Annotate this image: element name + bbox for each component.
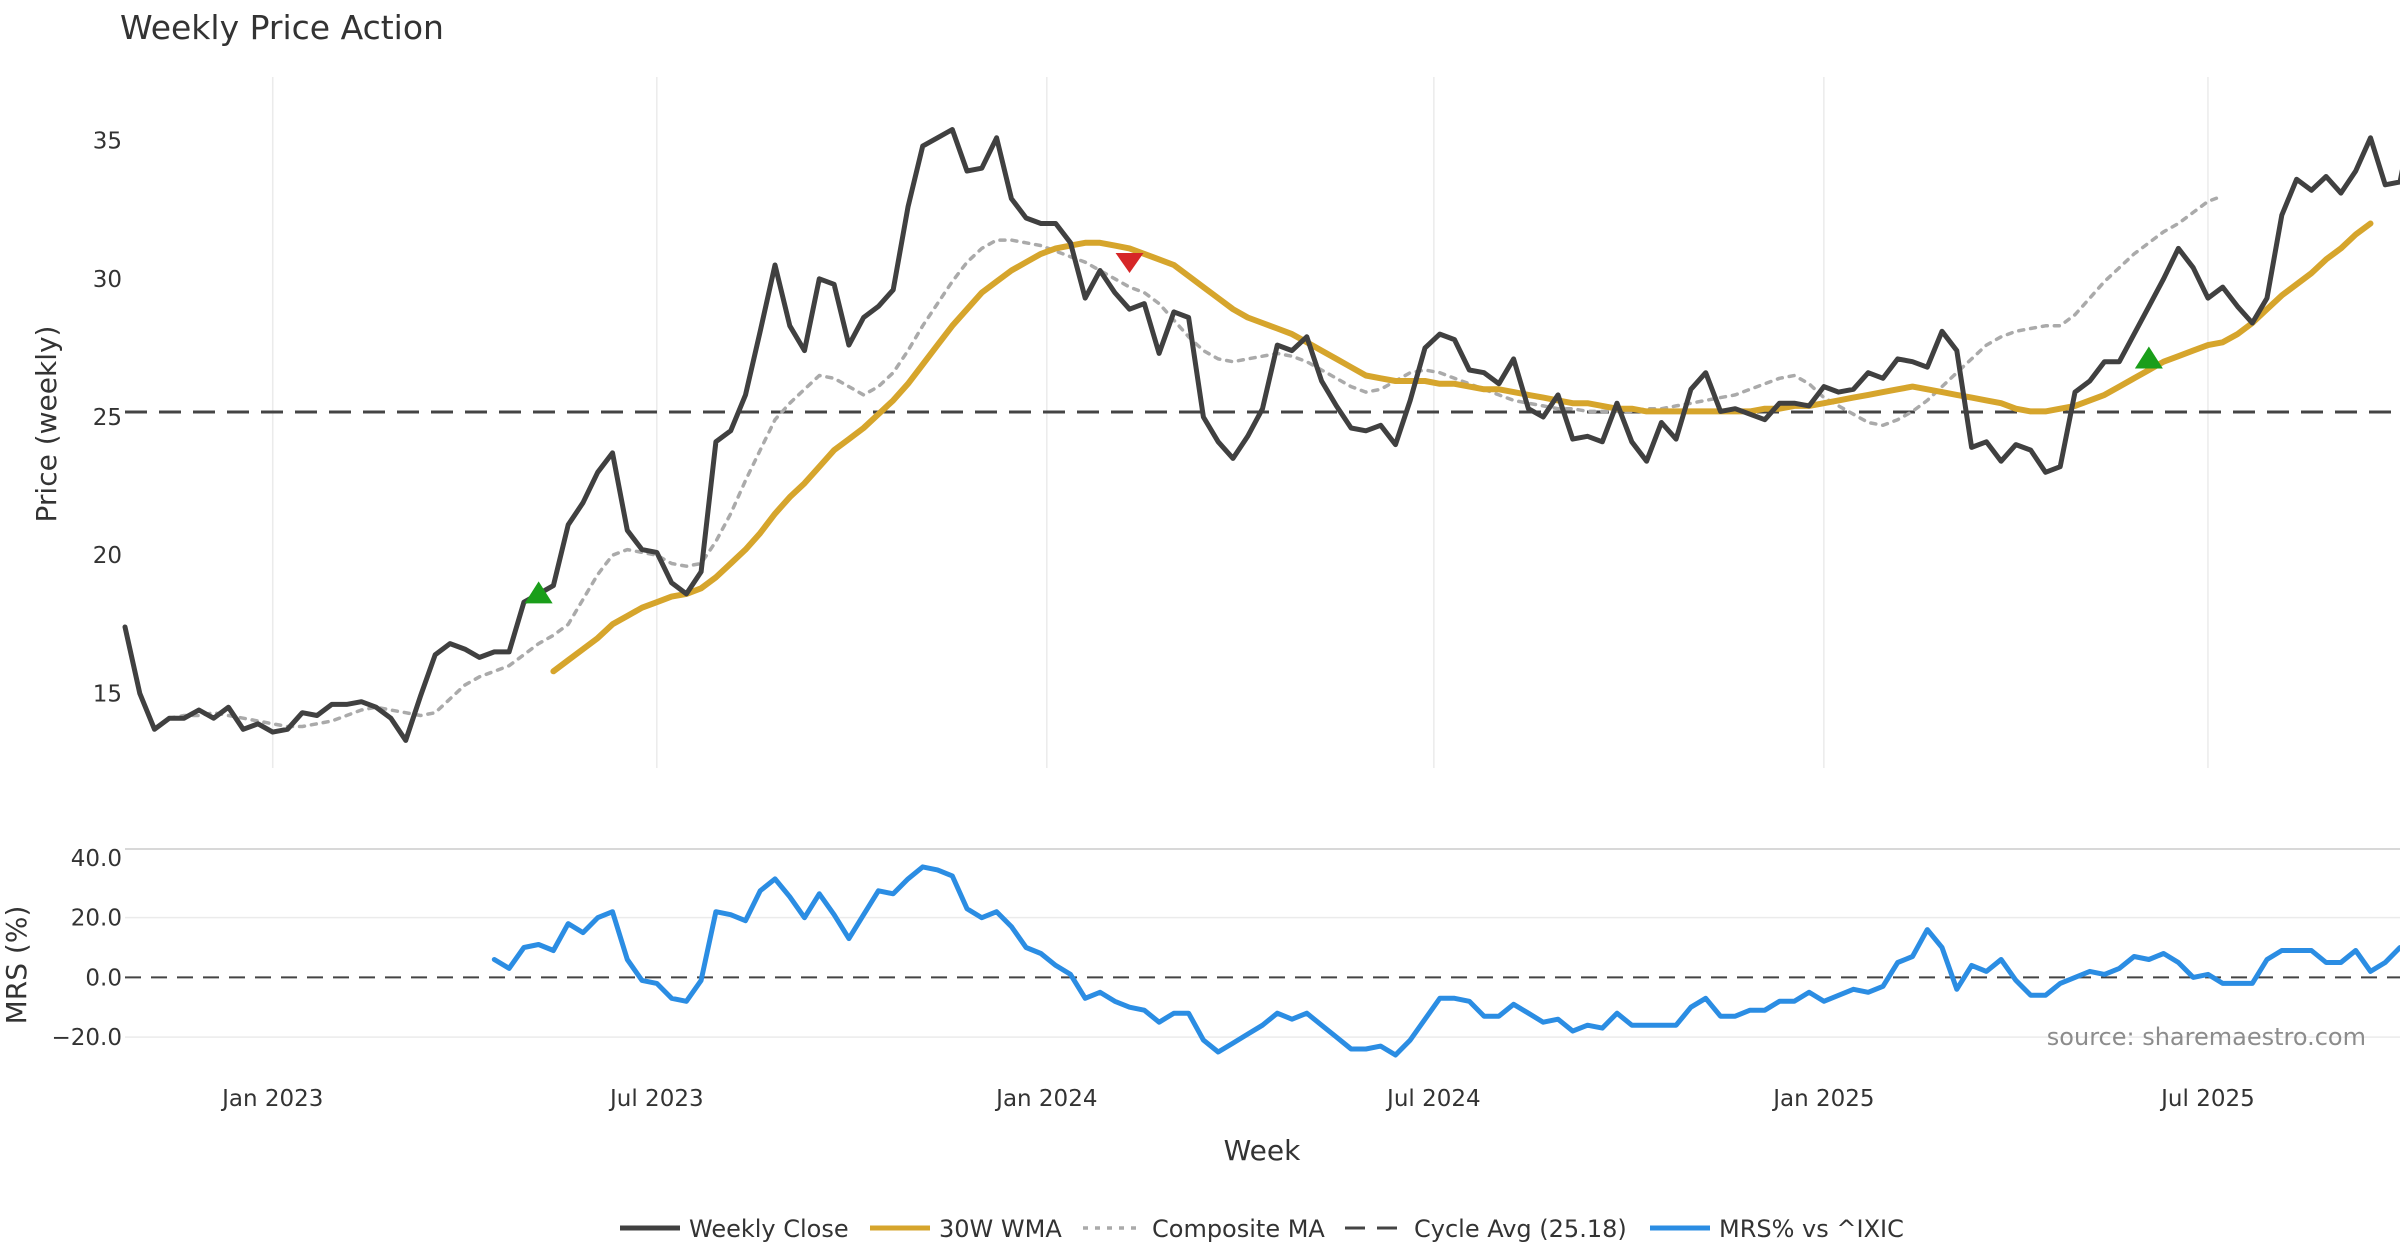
legend: Weekly Close 30W WMA Composite MA Cycle Avg… (620, 1215, 1904, 1243)
x-axis-ticks: Jan 2023 Jul 2023 Jan 2024 Jul 2024 Jan 2025… (220, 1086, 2255, 1112)
mrs-y-tick-1: 20.0 (71, 906, 122, 932)
chart-title: Weekly Price Action (120, 8, 444, 47)
legend-label-4: MRS% vs ^IXIC (1719, 1215, 1904, 1243)
x-tick-4: Jan 2025 (1771, 1086, 1874, 1112)
buy-signal-marker-0 (524, 581, 553, 604)
x-tick-0: Jan 2023 (220, 1086, 323, 1112)
price-panel: 15 20 25 30 35 Price (weekly) (30, 77, 2400, 768)
price-y-tick-15: 15 (93, 681, 122, 707)
wma-30w-line (550, 220, 2374, 675)
x-tick-3: Jul 2024 (1385, 1086, 1481, 1112)
mrs-y-tick-3: −20.0 (52, 1025, 122, 1051)
x-tick-2: Jan 2024 (994, 1086, 1097, 1112)
price-y-tick-35: 35 (93, 129, 122, 155)
sell-signal-marker-1 (1115, 252, 1144, 273)
mrs-y-tick-0: 40.0 (71, 846, 122, 872)
weekly-close-line (122, 127, 2400, 743)
x-tick-1: Jul 2023 (608, 1086, 704, 1112)
signal-markers (524, 252, 2163, 604)
legend-label-0: Weekly Close (689, 1215, 849, 1243)
mrs-y-tick-2: 0.0 (85, 965, 122, 991)
mrs-y-axis-label: MRS (%) (0, 906, 33, 1025)
price-y-tick-20: 20 (93, 543, 122, 569)
mrs-line (491, 864, 2400, 1058)
price-y-ticks: 15 20 25 30 35 (93, 129, 122, 708)
price-series-group (122, 127, 2400, 743)
composite-ma-line (167, 194, 2225, 729)
x-axis-label: Week (1224, 1134, 1301, 1167)
source-note: source: sharemaestro.com (2047, 1023, 2366, 1051)
mrs-gridlines (125, 916, 2400, 1038)
mrs-y-ticks: 40.0 20.0 0.0 −20.0 (52, 846, 122, 1051)
legend-label-1: 30W WMA (939, 1215, 1062, 1243)
price-gridlines (271, 77, 2209, 768)
buy-signal-marker-2 (2134, 346, 2163, 369)
mrs-panel: 40.0 20.0 0.0 −20.0 MRS (%) source: sharema… (0, 846, 2400, 1058)
legend-label-2: Composite MA (1152, 1215, 1325, 1243)
legend-label-3: Cycle Avg (25.18) (1414, 1215, 1627, 1243)
price-y-tick-30: 30 (93, 267, 122, 293)
x-tick-5: Jul 2025 (2159, 1086, 2255, 1112)
price-y-axis-label: Price (weekly) (30, 326, 63, 523)
price-y-tick-25: 25 (93, 405, 122, 431)
mrs-series-group (491, 864, 2400, 1058)
